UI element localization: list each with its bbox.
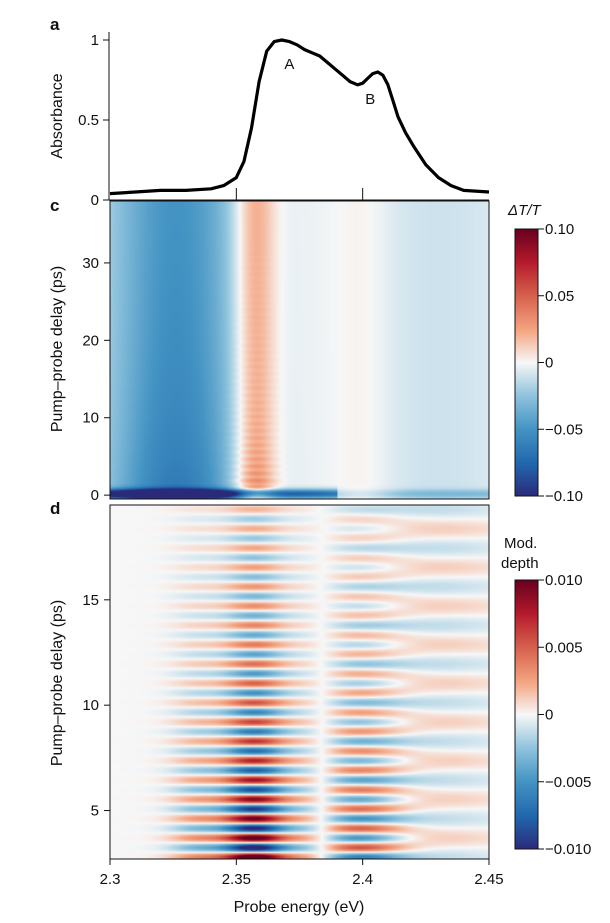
colorbar-c-tick-label: −0.10 [545,488,583,505]
colorbar-d-tick-label: 0 [545,707,553,724]
panel-label-c: c [50,196,59,215]
colorbar-c-tick-label: 0.10 [545,221,574,238]
panel-d-xtick-label: 2.45 [474,871,503,888]
panel-d-ytick-label: 10 [82,697,99,714]
colorbar-c-title: ΔT/T [507,202,542,219]
panel-a-ylabel: Absorbance [49,73,66,158]
colorbar-d-tick-label: −0.005 [545,774,591,791]
panel-d-ylabel: Pump–probe delay (ps) [49,600,66,766]
modulation-heatmap [110,505,489,859]
colorbar-d [514,579,539,850]
colorbar-d-tick-label: 0.010 [545,572,583,589]
panel-a-ytick-label: 0.5 [78,112,99,129]
panel-c-ytick-label: 0 [91,487,99,504]
peak-a-label: A [284,56,294,73]
panel-d-ytick-label: 15 [82,592,99,609]
colorbar-d-tick-label: 0.005 [545,639,583,656]
panel-d-heatmap: 5 10 15 2.3 2.35 2.4 2.45 Pump–probe delay (p… [49,504,591,916]
colorbar-c [514,228,539,497]
panel-d-xtick-label: 2.35 [222,871,251,888]
panel-c-ytick-label: 10 [82,410,99,427]
panel-d-xtick-label: 2.3 [100,871,121,888]
peak-b-label: B [365,91,375,108]
colorbar-d-title-line2: depth [501,555,539,572]
colorbar-d-title-line1: Mod. [504,535,537,552]
panel-d-xtick-label: 2.4 [352,871,373,888]
panel-label-d: d [50,499,60,518]
colorbar-c-tick-label: 0 [545,355,553,372]
panel-d-ytick-label: 5 [91,803,99,820]
panel-d-frame [109,504,490,860]
panel-a-absorbance: 0 0.5 1 A B Absorbance [49,32,490,209]
panel-c-frame [109,200,490,500]
panel-c-ytick-label: 20 [82,332,99,349]
transmission-heatmap [110,201,489,499]
x-axis-label: Probe energy (eV) [234,899,365,916]
panel-a-ytick-label: 0 [91,192,99,209]
colorbar-c-tick-label: 0.05 [545,288,574,305]
absorbance-line [109,38,490,196]
colorbar-d-tick-label: −0.010 [545,841,591,858]
panel-c-heatmap: 0 10 20 30 Pump–probe delay (ps) ΔT/T 0.10 0… [49,200,583,505]
colorbar-c-tick-label: −0.05 [545,421,583,438]
panel-c-ylabel: Pump–probe delay (ps) [49,266,66,432]
panel-c-ytick-label: 30 [82,255,99,272]
panel-a-ytick-label: 1 [91,32,99,49]
panel-label-a: a [50,15,60,34]
